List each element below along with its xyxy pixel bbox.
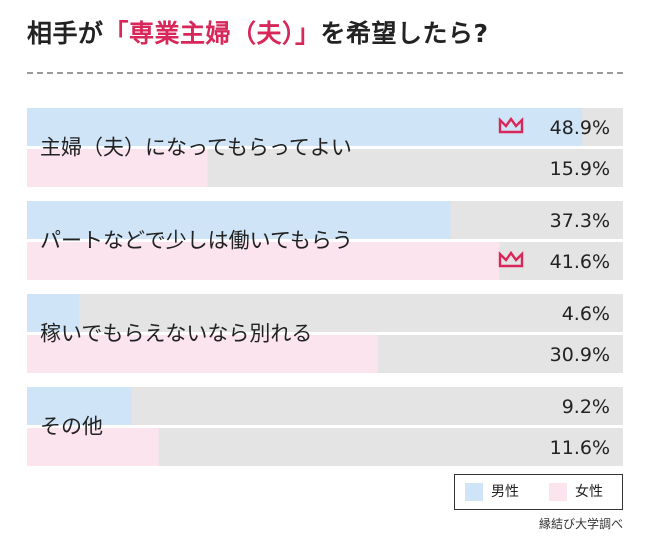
- category-label-3: 稼いでもらえないなら別れる: [40, 322, 312, 346]
- bar-male-2: [27, 201, 451, 239]
- legend-swatch-female: [549, 483, 567, 501]
- title-divider: [27, 72, 623, 74]
- category-label-4: その他: [40, 415, 103, 439]
- crown-icon: [498, 250, 524, 268]
- bar-male-3: [27, 294, 80, 332]
- bar-male-1: [27, 108, 583, 146]
- category-label-1: 主婦（夫）になってもらってよい: [40, 136, 352, 160]
- bar-female-3: [27, 335, 378, 373]
- legend: 男性 女性: [454, 474, 623, 510]
- value-label-female-4: 11.6%: [550, 437, 610, 459]
- value-label-female-3: 30.9%: [550, 344, 610, 366]
- source-note: 縁結び大学調べ: [538, 517, 623, 531]
- crown-icon: [498, 116, 524, 134]
- title-before: 相手が: [27, 19, 104, 48]
- title-after: を希望したら?: [320, 19, 489, 48]
- category-label-2: パートなどで少しは働いてもらう: [40, 229, 353, 253]
- bar-female-4: [27, 428, 159, 466]
- bar-track-male-3: [27, 294, 623, 332]
- value-label-male-1: 48.9%: [550, 117, 610, 139]
- value-label-female-2: 41.6%: [550, 251, 610, 273]
- bar-female-2: [27, 242, 500, 280]
- legend-label-female: 女性: [575, 484, 603, 500]
- bar-female-1: [27, 149, 208, 187]
- legend-swatch-male: [465, 483, 483, 501]
- value-label-female-1: 15.9%: [550, 158, 610, 180]
- legend-label-male: 男性: [491, 484, 519, 500]
- value-label-male-4: 9.2%: [562, 396, 610, 418]
- bar-chart: 48.9% 15.9% 主婦（夫）になってもらってよい 37.3% 41.6% パートなど…: [27, 108, 623, 466]
- bar-male-4: [27, 387, 132, 425]
- value-label-male-2: 37.3%: [550, 210, 610, 232]
- value-label-male-3: 4.6%: [562, 303, 610, 325]
- title-highlight: 「専業主婦（夫）」: [103, 19, 321, 48]
- chart-title: 相手が「専業主婦（夫）」を希望したら?: [27, 14, 489, 54]
